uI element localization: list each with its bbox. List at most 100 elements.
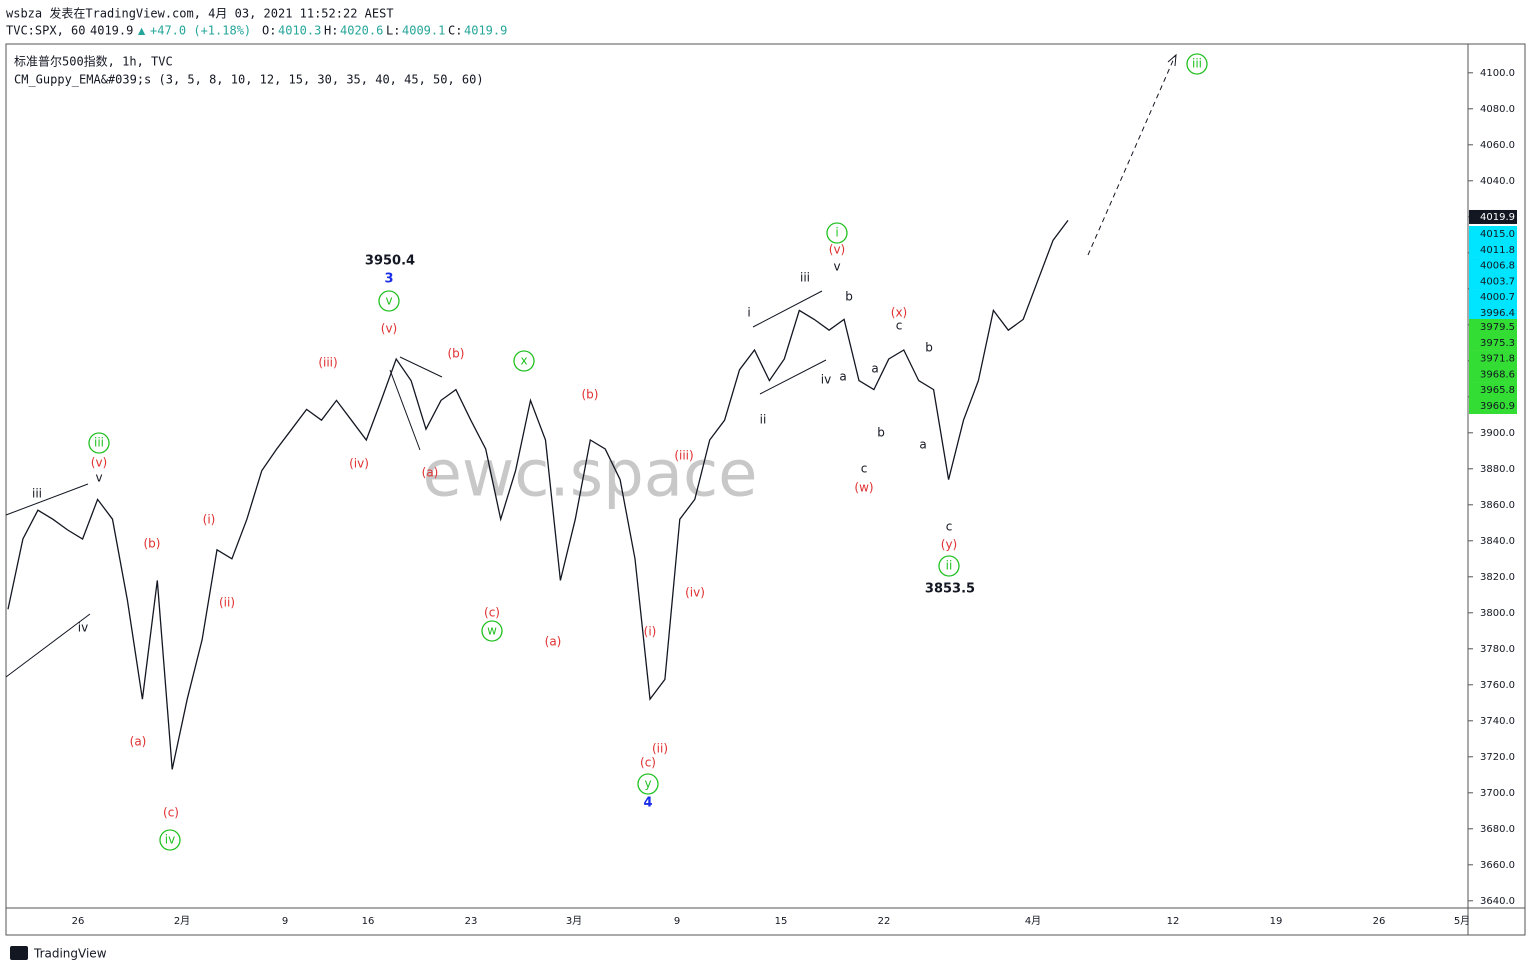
wave-label: (i) [644, 625, 657, 639]
ema-label: 3965.8 [1480, 385, 1515, 396]
ema-box [1469, 334, 1517, 351]
x-tick-label: 22 [878, 916, 891, 927]
wave-label: iv [78, 621, 88, 635]
x-tick-label: 26 [72, 916, 85, 927]
trend-line [399, 356, 443, 378]
ema-box [1469, 226, 1517, 242]
wave-label: i [747, 306, 750, 320]
ema-box [1469, 366, 1517, 383]
x-tick-label: 23 [465, 916, 478, 927]
header-text: C: [448, 24, 462, 38]
wave-label: iii [800, 271, 810, 285]
x-tick-label: 15 [775, 916, 788, 927]
wave-label: 4 [643, 796, 652, 811]
wave-label: v [95, 471, 102, 485]
x-tick-label: 5月 [1454, 915, 1470, 927]
legend-instrument: 标准普尔500指数, 1h, TVC [14, 54, 173, 69]
wave-label: a [871, 362, 878, 376]
wave-label: (c) [163, 806, 179, 820]
wave-label: (ii) [219, 596, 235, 610]
wave-label: (ii) [652, 742, 668, 756]
x-tick-label: 4月 [1025, 915, 1041, 927]
y-tick-label: 3780.0 [1480, 644, 1515, 655]
y-tick-label: 3660.0 [1480, 860, 1515, 871]
ema-label: 3971.8 [1480, 354, 1515, 365]
wave-label: (a) [130, 735, 147, 749]
last-price-label: 4019.9 [1480, 212, 1515, 223]
last-price-box [1469, 209, 1517, 224]
y-tick-label: 3800.0 [1480, 608, 1515, 619]
price-line [7, 220, 1069, 770]
ema-box [1469, 382, 1517, 399]
logo [10, 946, 28, 960]
trend-line [5, 483, 89, 516]
x-tick-label: 12 [1167, 916, 1180, 927]
wave-label: y [644, 777, 651, 791]
header-text: H: [324, 24, 338, 38]
wave-circle [88, 432, 110, 454]
wave-label: (v) [829, 243, 845, 257]
header-text: 4019.9 [464, 24, 507, 38]
wave-circle [378, 290, 400, 312]
wave-label: (a) [422, 466, 439, 480]
x-tick-label: 2月 [174, 915, 190, 927]
ema-box [1469, 398, 1517, 414]
wave-label: (iii) [318, 356, 337, 370]
wave-label: c [861, 462, 868, 476]
wave-label: (iv) [349, 457, 369, 471]
ema-label: 3979.5 [1480, 322, 1515, 333]
wave-label: (c) [640, 756, 656, 770]
wave-circle [637, 773, 659, 795]
y-tick-label: 3720.0 [1480, 752, 1515, 763]
wave-circle [938, 555, 960, 577]
wave-label: (i) [203, 513, 216, 527]
wave-label: (v) [91, 456, 107, 470]
wave-label: c [946, 520, 953, 534]
ema-box [1469, 241, 1517, 258]
ema-label: 3968.6 [1480, 369, 1515, 380]
y-tick-label: 3880.0 [1480, 464, 1515, 475]
projection-arrow [1087, 55, 1176, 256]
y-tick-label: 3680.0 [1480, 824, 1515, 835]
wave-label: x [520, 354, 527, 368]
y-tick-label: 3640.0 [1480, 896, 1515, 907]
wave-label: (c) [484, 606, 500, 620]
wave-label: v [385, 294, 392, 308]
trend-line [752, 290, 823, 328]
wave-label: (x) [891, 306, 907, 320]
ema-label: 3975.3 [1480, 338, 1515, 349]
ema-label: 3960.9 [1480, 401, 1515, 412]
wave-circle [826, 222, 848, 244]
wave-label: (a) [545, 635, 562, 649]
wave-label: (y) [941, 538, 957, 552]
header-text: L: [386, 24, 400, 38]
wave-label: ii [946, 559, 953, 573]
y-tick-label: 3840.0 [1480, 536, 1515, 547]
wave-label: w [487, 624, 497, 638]
footer-brand: TradingView [33, 947, 107, 961]
wave-label: b [845, 290, 853, 304]
wave-label: b [925, 341, 933, 355]
header-text: 4009.1 [402, 24, 445, 38]
wave-circle [513, 350, 535, 372]
x-tick-label: 9 [674, 916, 680, 927]
header-text: 4010.3 [278, 24, 321, 38]
wave-label: (b) [582, 388, 599, 402]
ema-label: 4003.7 [1480, 276, 1515, 287]
frame [5, 43, 1526, 936]
legend-indicator: CM_Guppy_EMA&#039;s (3, 5, 8, 10, 12, 15… [14, 73, 484, 87]
ema-label: 4006.8 [1480, 261, 1515, 272]
header-text: TVC:SPX, 60 [6, 24, 85, 38]
trend-line [389, 369, 421, 451]
trend-line [5, 613, 91, 678]
wave-label: 3853.5 [925, 582, 975, 597]
ema-box [1469, 305, 1517, 321]
ema-box [1469, 289, 1517, 306]
wave-label: v [833, 260, 840, 274]
wave-label: a [919, 438, 926, 452]
wave-circle [159, 829, 181, 851]
y-tick-label: 3740.0 [1480, 716, 1515, 727]
header-text: 4020.6 [340, 24, 383, 38]
x-tick-label: 3月 [566, 915, 582, 927]
